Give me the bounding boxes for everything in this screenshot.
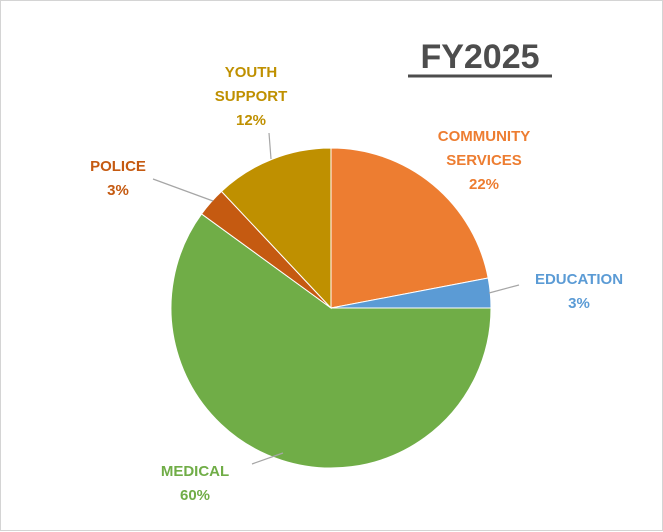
leader-line-education (488, 284, 520, 294)
leader-line-medical (251, 452, 284, 465)
data-label-police: POLICE 3% (90, 158, 146, 199)
leader-line-police (152, 178, 214, 202)
slice-youth-support (220, 147, 332, 310)
data-label-medical: MEDICAL 60% (161, 463, 229, 504)
data-label-community-services: COMMUNITY SERVICES 22% (438, 128, 531, 193)
data-label-youth-support: YOUTH SUPPORT 12% (215, 64, 288, 129)
slice-community-services (330, 147, 489, 309)
data-label-education: EDUCATION 3% (535, 271, 623, 312)
pie-slices (170, 147, 492, 469)
slice-medical (170, 213, 492, 469)
chart-title: FY2025 (420, 38, 539, 76)
leader-line-youth-support (268, 132, 272, 160)
data-labels: COMMUNITY SERVICES 22% EDUCATION 3% MEDICAL 60… (90, 64, 623, 504)
leader-lines (152, 132, 520, 465)
